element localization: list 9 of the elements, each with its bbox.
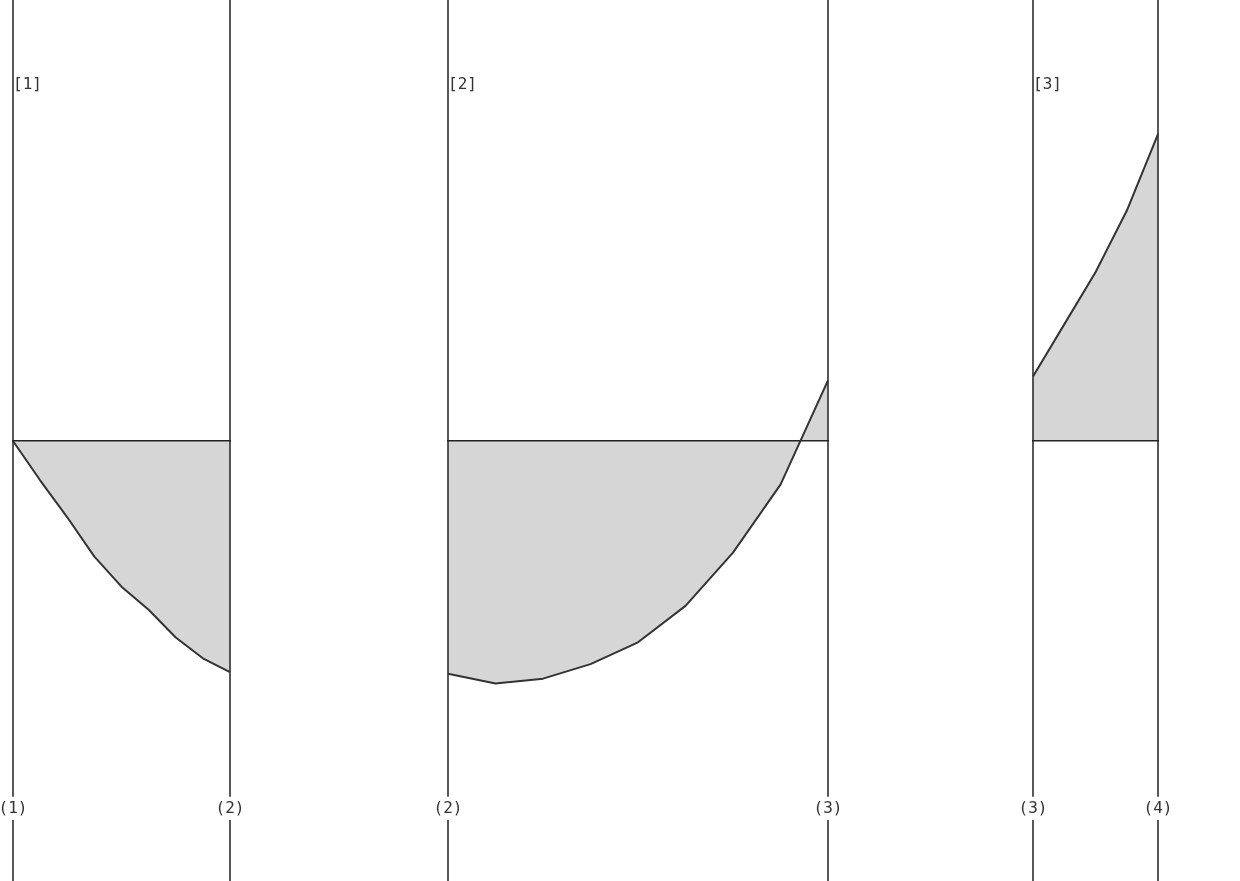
chart-title: [1] bbox=[13, 73, 42, 93]
x-tick-label: (1) bbox=[0, 797, 28, 817]
x-tick-label: (2) bbox=[433, 797, 463, 817]
chart-title: [2] bbox=[448, 73, 477, 93]
x-tick-label: (3) bbox=[813, 797, 843, 817]
x-tick-label: (4) bbox=[1143, 797, 1173, 817]
x-tick-label: (3) bbox=[1018, 797, 1048, 817]
chart-title: [3] bbox=[1033, 73, 1062, 93]
x-tick-label: (2) bbox=[215, 797, 245, 817]
